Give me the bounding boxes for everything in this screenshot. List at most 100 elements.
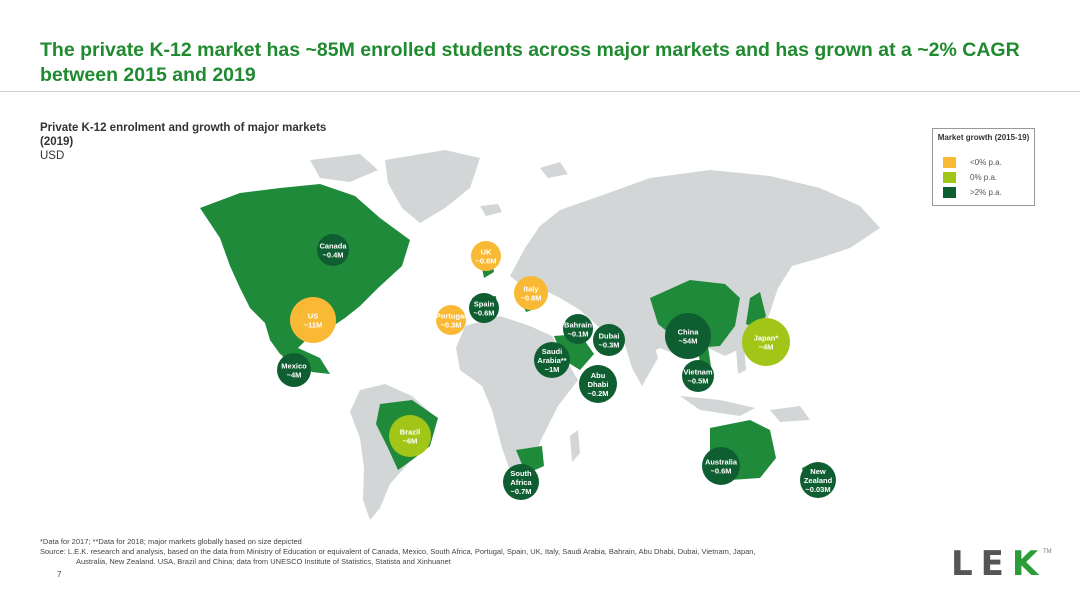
legend-item-negative: <0% p.a. bbox=[943, 156, 1002, 168]
bubble-name-abu-dhabi: Dhabi bbox=[588, 380, 609, 389]
bubble-value-australia: ~0.6M bbox=[710, 467, 731, 476]
bubble-name-japan: Japan* bbox=[754, 334, 779, 343]
page-number: 7 bbox=[57, 570, 62, 579]
market-bubble-italy: Italy~0.8M bbox=[514, 276, 548, 310]
land-new-guinea bbox=[770, 406, 810, 422]
land-north-america bbox=[200, 184, 410, 360]
legend-item-positive: >2% p.a. bbox=[943, 186, 1002, 198]
bubble-name-uk: UK bbox=[481, 248, 492, 257]
map-subtitle: Private K-12 enrolment and growth of maj… bbox=[40, 121, 326, 163]
bubble-value-new-zealand: ~0.03M bbox=[805, 485, 830, 494]
land-svalbard bbox=[540, 162, 568, 178]
world-map: Canada~0.4M UK~0.6MItaly~0.8MSpain~0.6MPo… bbox=[200, 150, 880, 520]
market-bubble-uk: UK~0.6M bbox=[471, 241, 501, 271]
bubble-name-italy: Italy bbox=[523, 285, 539, 294]
land-greenland bbox=[385, 150, 480, 223]
bubble-name-brazil: Brazil bbox=[400, 428, 420, 437]
market-bubble-mexico: Mexico~4M bbox=[277, 353, 311, 387]
market-bubble-china: China~54M bbox=[665, 313, 711, 359]
footnote-line-3: Australia, New Zealand. USA, Brazil and … bbox=[76, 557, 451, 566]
legend-label-negative: <0% p.a. bbox=[970, 157, 1002, 167]
logo-letters: LE bbox=[951, 544, 1012, 584]
land-iceland bbox=[480, 204, 502, 216]
bubble-circle-south-africa bbox=[503, 464, 539, 500]
subtitle-line-1: Private K-12 enrolment and growth of maj… bbox=[40, 122, 327, 134]
bubble-name-china: China bbox=[678, 328, 700, 337]
bubble-value-vietnam: ~0.5M bbox=[687, 377, 708, 386]
bubble-name-dubai: Dubai bbox=[599, 332, 620, 341]
bubble-value-abu-dhabi: ~0.2M bbox=[587, 389, 608, 398]
bubble-value-italy: ~0.8M bbox=[520, 294, 541, 303]
market-bubble-australia: Australia~0.6M bbox=[702, 447, 740, 485]
bubble-value-brazil: ~6M bbox=[403, 437, 418, 446]
bubble-value-china: ~54M bbox=[679, 337, 698, 346]
land-saudi-arabia bbox=[554, 334, 594, 370]
logo-trademark: TM bbox=[1043, 549, 1052, 555]
legend-swatch-positive bbox=[943, 186, 956, 198]
bubble-name-south-africa: Africa bbox=[510, 478, 532, 487]
bubble-circle-china bbox=[665, 313, 711, 359]
bubble-name-spain: Spain bbox=[474, 300, 495, 309]
legend-label-positive: >2% p.a. bbox=[970, 187, 1002, 197]
bubble-circle-dubai bbox=[593, 324, 625, 356]
bubble-circle-new-zealand bbox=[800, 462, 836, 498]
bubble-circle-japan bbox=[742, 318, 790, 366]
footnote: *Data for 2017; **Data for 2018; major m… bbox=[40, 537, 920, 567]
land-south-africa bbox=[516, 446, 544, 474]
footnote-line-2: Source: L.E.K. research and analysis, ba… bbox=[40, 547, 756, 556]
bubble-circle-australia bbox=[702, 447, 740, 485]
market-bubble-bahrain: Bahrain~0.1M bbox=[563, 314, 593, 344]
bubble-circle-vietnam bbox=[682, 360, 714, 392]
bubble-circle-brazil bbox=[389, 415, 431, 457]
lek-logo: LEK bbox=[951, 544, 1046, 584]
market-bubble-brazil: Brazil~6M bbox=[389, 415, 431, 457]
legend-swatch-flat bbox=[943, 171, 956, 183]
land-philippines bbox=[736, 346, 746, 374]
bubble-value-canada: ~0.4M bbox=[322, 251, 343, 260]
land-eurasia bbox=[510, 170, 880, 358]
bubble-value-us: ~11M bbox=[304, 321, 323, 330]
market-bubbles: Canada~0.4M UK~0.6MItaly~0.8MSpain~0.6MPo… bbox=[277, 234, 836, 500]
land-indonesia bbox=[680, 396, 755, 416]
bubble-name-vietnam: Vietnam bbox=[683, 368, 712, 377]
bubble-circle-saudi-arabia bbox=[534, 342, 570, 378]
bubble-name-saudi-arabia: Saudi bbox=[542, 347, 562, 356]
subtitle-line-2: (2019) bbox=[40, 136, 74, 148]
bubble-circle-us bbox=[290, 297, 336, 343]
bubble-circle-canada bbox=[317, 234, 349, 266]
footnote-line-1: *Data for 2017; **Data for 2018; major m… bbox=[40, 537, 302, 546]
bubble-name-new-zealand: Zealand bbox=[804, 476, 833, 485]
bubble-circle-mexico bbox=[277, 353, 311, 387]
land-arctic-canada bbox=[310, 154, 378, 182]
bubble-value-mexico: ~4M bbox=[287, 371, 302, 380]
bubble-value-saudi-arabia: ~1M bbox=[545, 365, 560, 374]
bubble-name-portugal: Portugal bbox=[436, 312, 466, 321]
market-bubble-dubai: Dubai~0.3M bbox=[593, 324, 625, 356]
bubble-name-us: US bbox=[308, 312, 318, 321]
legend-item-flat: 0% p.a. bbox=[943, 171, 997, 183]
bubble-value-bahrain: ~0.1M bbox=[567, 330, 588, 339]
bubble-circle-bahrain bbox=[563, 314, 593, 344]
bubble-name-canada: Canada bbox=[319, 242, 347, 251]
bubble-value-portugal: ~0.3M bbox=[440, 321, 461, 330]
market-bubble-vietnam: Vietnam~0.5M bbox=[682, 360, 714, 392]
title-divider bbox=[0, 91, 1080, 92]
bubble-circle-spain bbox=[469, 293, 499, 323]
bubble-value-uk: ~0.6M bbox=[475, 257, 496, 266]
market-bubble-us: US~11M bbox=[290, 297, 336, 343]
bubble-value-spain: ~0.6M bbox=[473, 309, 494, 318]
bubble-circle-italy bbox=[514, 276, 548, 310]
logo-accent-letter: K bbox=[1011, 544, 1047, 584]
legend-swatch-negative bbox=[943, 156, 956, 168]
legend-title: Market growth (2015-19) bbox=[937, 133, 1030, 142]
market-bubble-japan: Japan*~4M bbox=[742, 318, 790, 366]
land-india bbox=[620, 328, 658, 386]
bubble-name-south-africa: South bbox=[510, 469, 532, 478]
bubble-value-south-africa: ~0.7M bbox=[510, 487, 531, 496]
land-madagascar bbox=[570, 430, 580, 462]
bubble-value-japan: ~4M bbox=[759, 343, 774, 352]
market-bubble-portugal: Portugal~0.3M bbox=[436, 305, 466, 335]
